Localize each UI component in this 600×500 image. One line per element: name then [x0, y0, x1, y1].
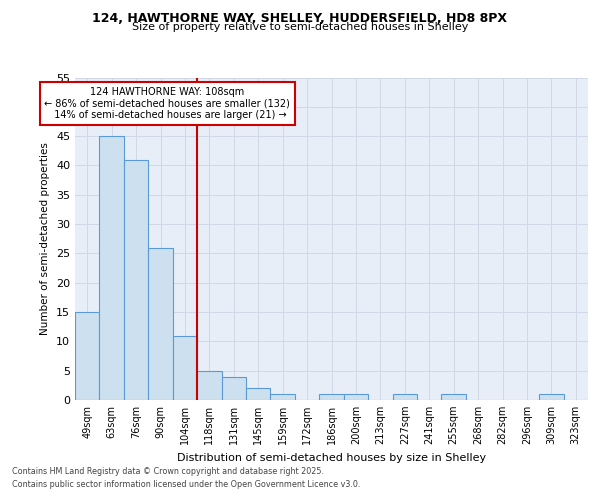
Text: 124, HAWTHORNE WAY, SHELLEY, HUDDERSFIELD, HD8 8PX: 124, HAWTHORNE WAY, SHELLEY, HUDDERSFIEL…	[92, 12, 508, 26]
Bar	[100, 136, 124, 400]
Bar	[148, 248, 173, 400]
Bar	[221, 376, 246, 400]
Bar	[392, 394, 417, 400]
Bar	[124, 160, 148, 400]
Bar	[442, 394, 466, 400]
Text: Contains public sector information licensed under the Open Government Licence v3: Contains public sector information licen…	[12, 480, 361, 489]
Bar	[319, 394, 344, 400]
Bar	[344, 394, 368, 400]
Bar	[173, 336, 197, 400]
Bar	[271, 394, 295, 400]
Bar	[539, 394, 563, 400]
Bar	[75, 312, 100, 400]
Bar	[197, 370, 221, 400]
Text: 124 HAWTHORNE WAY: 108sqm
← 86% of semi-detached houses are smaller (132)
  14% : 124 HAWTHORNE WAY: 108sqm ← 86% of semi-…	[44, 87, 290, 120]
Y-axis label: Number of semi-detached properties: Number of semi-detached properties	[40, 142, 50, 335]
Bar	[246, 388, 271, 400]
Text: Contains HM Land Registry data © Crown copyright and database right 2025.: Contains HM Land Registry data © Crown c…	[12, 467, 324, 476]
Text: Size of property relative to semi-detached houses in Shelley: Size of property relative to semi-detach…	[132, 22, 468, 32]
X-axis label: Distribution of semi-detached houses by size in Shelley: Distribution of semi-detached houses by …	[177, 452, 486, 462]
